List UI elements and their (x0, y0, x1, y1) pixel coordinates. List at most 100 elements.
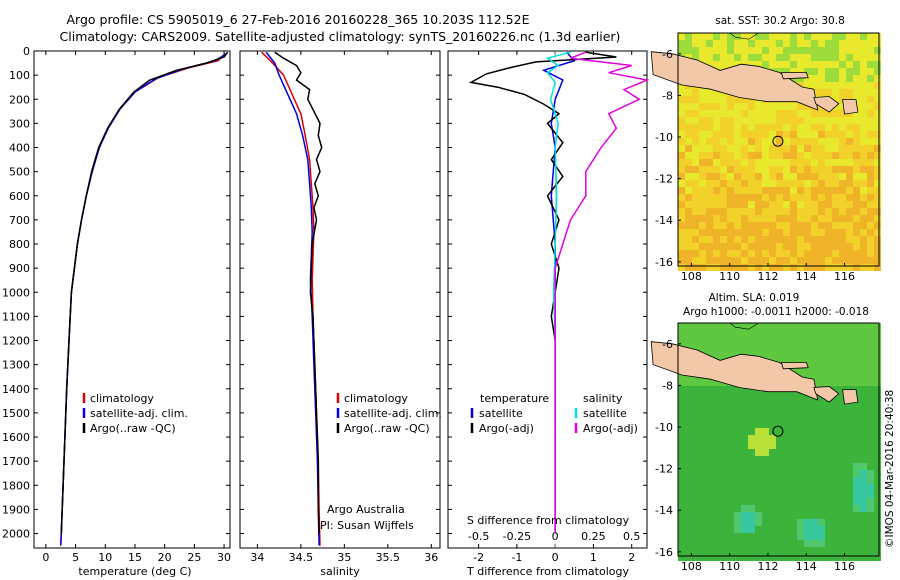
map-cell (706, 257, 713, 264)
map-cell (790, 428, 797, 435)
map-cell (839, 421, 846, 428)
map-cell (741, 512, 748, 519)
map-cell (769, 194, 776, 201)
map-cell (678, 547, 685, 554)
map-cell (720, 393, 727, 400)
map-cell (832, 358, 839, 365)
map-cell (692, 512, 699, 519)
map-cell (832, 337, 839, 344)
map-cell (804, 442, 811, 449)
map-cell (797, 547, 804, 554)
map-cell (860, 358, 867, 365)
map-cell (685, 414, 692, 421)
map-cell (692, 110, 699, 117)
map-cell (818, 547, 825, 554)
map-cell (734, 414, 741, 421)
map-cell (776, 250, 783, 257)
map-cell (797, 54, 804, 61)
map-cell (853, 533, 860, 540)
map-cell (706, 512, 713, 519)
map-cell (783, 400, 790, 407)
map-cell (811, 463, 818, 470)
map-cell (874, 229, 881, 236)
map-cell (832, 407, 839, 414)
map-cell (678, 159, 685, 166)
map-cell (839, 145, 846, 152)
map-cell (713, 89, 720, 96)
map-cell (860, 512, 867, 519)
map-cell (867, 54, 874, 61)
map-cell (755, 512, 762, 519)
map-cell (811, 470, 818, 477)
map-cell (713, 428, 720, 435)
map-cell (692, 138, 699, 145)
map-cell (853, 159, 860, 166)
map-cell (860, 229, 867, 236)
map-cell (846, 215, 853, 222)
map-cell (811, 491, 818, 498)
map-cell (762, 236, 769, 243)
map-cell (804, 173, 811, 180)
map-cell (685, 33, 692, 40)
map-cell (678, 463, 685, 470)
map-cell (727, 264, 734, 271)
map-cell (727, 540, 734, 547)
map-cell (692, 264, 699, 271)
map-cell (860, 215, 867, 222)
land-bali (813, 386, 840, 403)
map-cell (818, 519, 825, 526)
map-cell (713, 222, 720, 229)
legend-label: Argo(..raw -QC) (90, 422, 176, 435)
map-cell (874, 456, 881, 463)
map-cell (783, 117, 790, 124)
map-cell (853, 351, 860, 358)
map-cell (818, 540, 825, 547)
map-cell (811, 344, 818, 351)
map-cell (811, 159, 818, 166)
map-cell (839, 365, 846, 372)
map-cell (776, 428, 783, 435)
map-cell (755, 152, 762, 159)
map-cell (713, 547, 720, 554)
map-cell (776, 358, 783, 365)
map-cell (755, 526, 762, 533)
map-cell (748, 138, 755, 145)
map-cell (678, 33, 685, 40)
map-cell (692, 386, 699, 393)
map-cell (783, 407, 790, 414)
map-cell (769, 456, 776, 463)
map-cell (874, 428, 881, 435)
map-cell (783, 229, 790, 236)
map-cell (762, 166, 769, 173)
map-cell (699, 96, 706, 103)
map-cell (678, 250, 685, 257)
map-cell (720, 180, 727, 187)
map-cell (727, 243, 734, 250)
map-cell (867, 547, 874, 554)
map-cell (825, 540, 832, 547)
map-cell (860, 498, 867, 505)
map-cell (685, 540, 692, 547)
map-cell (853, 414, 860, 421)
map-cell (741, 138, 748, 145)
map-cell (797, 47, 804, 54)
map-cell (853, 54, 860, 61)
map-cell (832, 463, 839, 470)
x-tick-label: 15 (128, 551, 142, 564)
map-cell (867, 187, 874, 194)
land-bali (813, 96, 840, 113)
map-cell (720, 351, 727, 358)
map-cell (727, 386, 734, 393)
map-cell (755, 187, 762, 194)
map-cell (818, 40, 825, 47)
map-cell (874, 400, 881, 407)
map-cell (839, 229, 846, 236)
map-cell (853, 435, 860, 442)
map-cell (839, 533, 846, 540)
map-cell (734, 442, 741, 449)
map-cell (797, 166, 804, 173)
map-cell (790, 484, 797, 491)
map-cell (755, 547, 762, 554)
header-line2: Climatology: CARS2009. Satellite-adjuste… (60, 29, 621, 44)
